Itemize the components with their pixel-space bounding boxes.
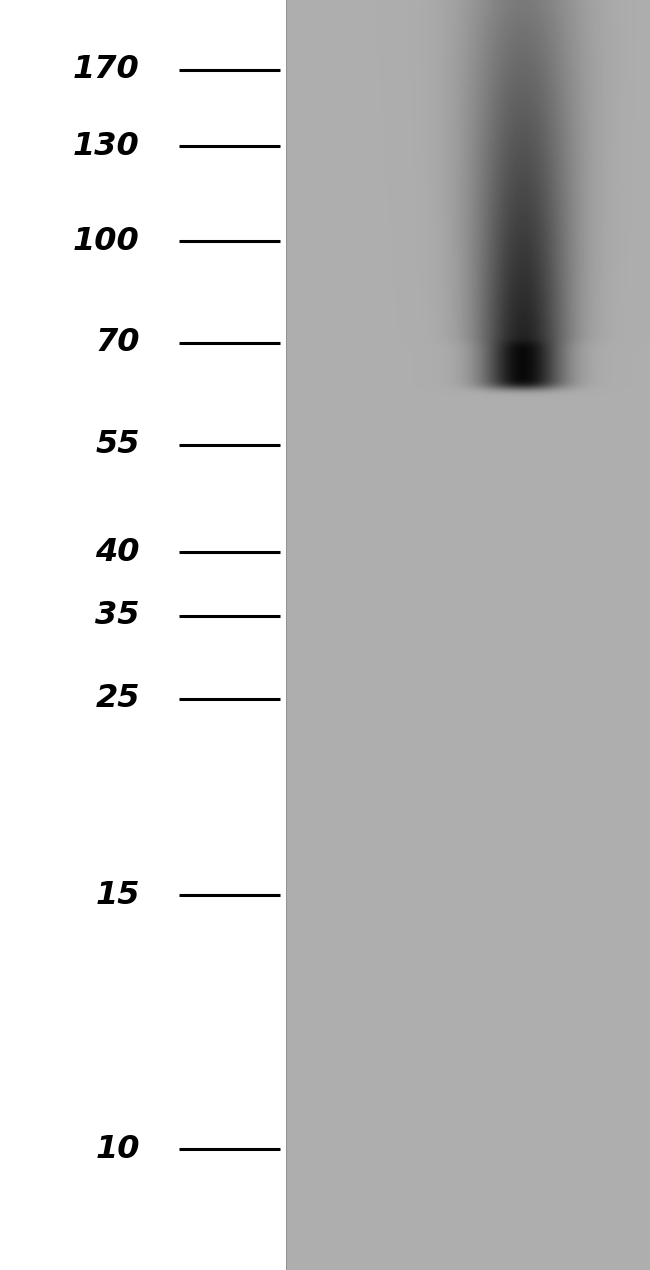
Text: 170: 170 (73, 55, 140, 85)
Text: 35: 35 (96, 601, 140, 631)
Text: 55: 55 (96, 429, 140, 460)
Bar (286, 0, 650, 1270)
Text: 40: 40 (96, 537, 140, 568)
Text: 10: 10 (96, 1134, 140, 1165)
Text: 130: 130 (73, 131, 140, 161)
Text: 25: 25 (96, 683, 140, 714)
Text: 15: 15 (96, 880, 140, 911)
Text: 100: 100 (73, 226, 140, 257)
Text: 70: 70 (96, 328, 140, 358)
